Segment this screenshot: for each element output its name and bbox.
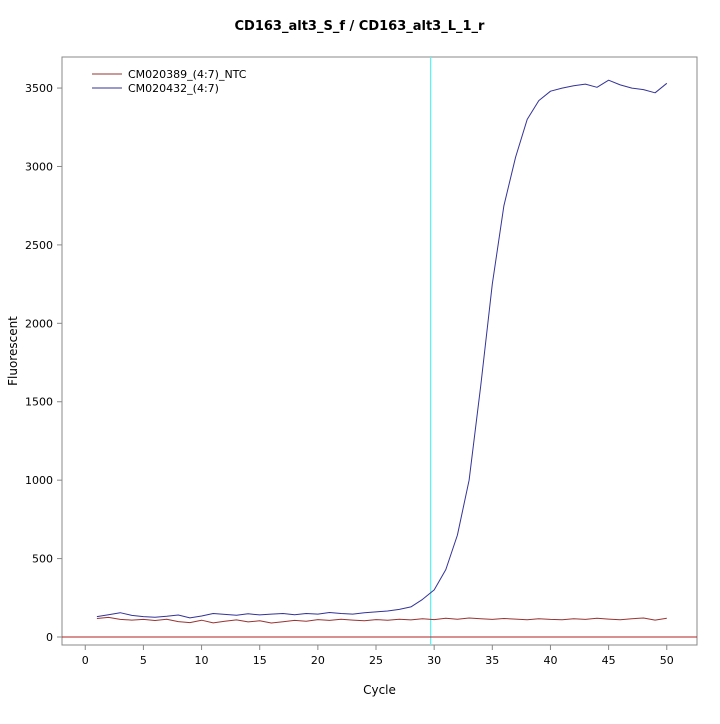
x-tick-label: 0 [82,654,89,667]
x-tick-label: 25 [369,654,383,667]
x-tick-label: 10 [195,654,209,667]
y-axis-label: Fluorescent [6,316,20,386]
plot-border [61,56,698,646]
x-tick-label: 45 [602,654,616,667]
x-tick-label: 50 [660,654,674,667]
y-tick-label: 500 [32,553,53,566]
ntc-series-line [96,616,667,624]
legend-label-1: CM020432_(4:7) [128,82,219,95]
x-tick-label: 30 [427,654,441,667]
legend-label-0: CM020389_(4:7)_NTC [128,68,247,81]
y-tick-label: 0 [46,631,53,644]
x-tick-label: 5 [140,654,147,667]
x-tick-label: 40 [543,654,557,667]
chart-title: CD163_alt3_S_f / CD163_alt3_L_1_r [235,19,486,34]
y-tick-label: 1500 [25,396,53,409]
y-tick-label: 2500 [25,239,53,252]
y-tick-label: 3500 [25,82,53,95]
amplification-series-line [96,79,668,619]
x-tick-label: 35 [485,654,499,667]
x-tick-label: 20 [311,654,325,667]
x-tick-label: 15 [253,654,267,667]
x-axis-label: Cycle [363,683,396,697]
y-tick-label: 3000 [25,160,53,173]
y-tick-label: 2000 [25,317,53,330]
y-tick-label: 1000 [25,474,53,487]
